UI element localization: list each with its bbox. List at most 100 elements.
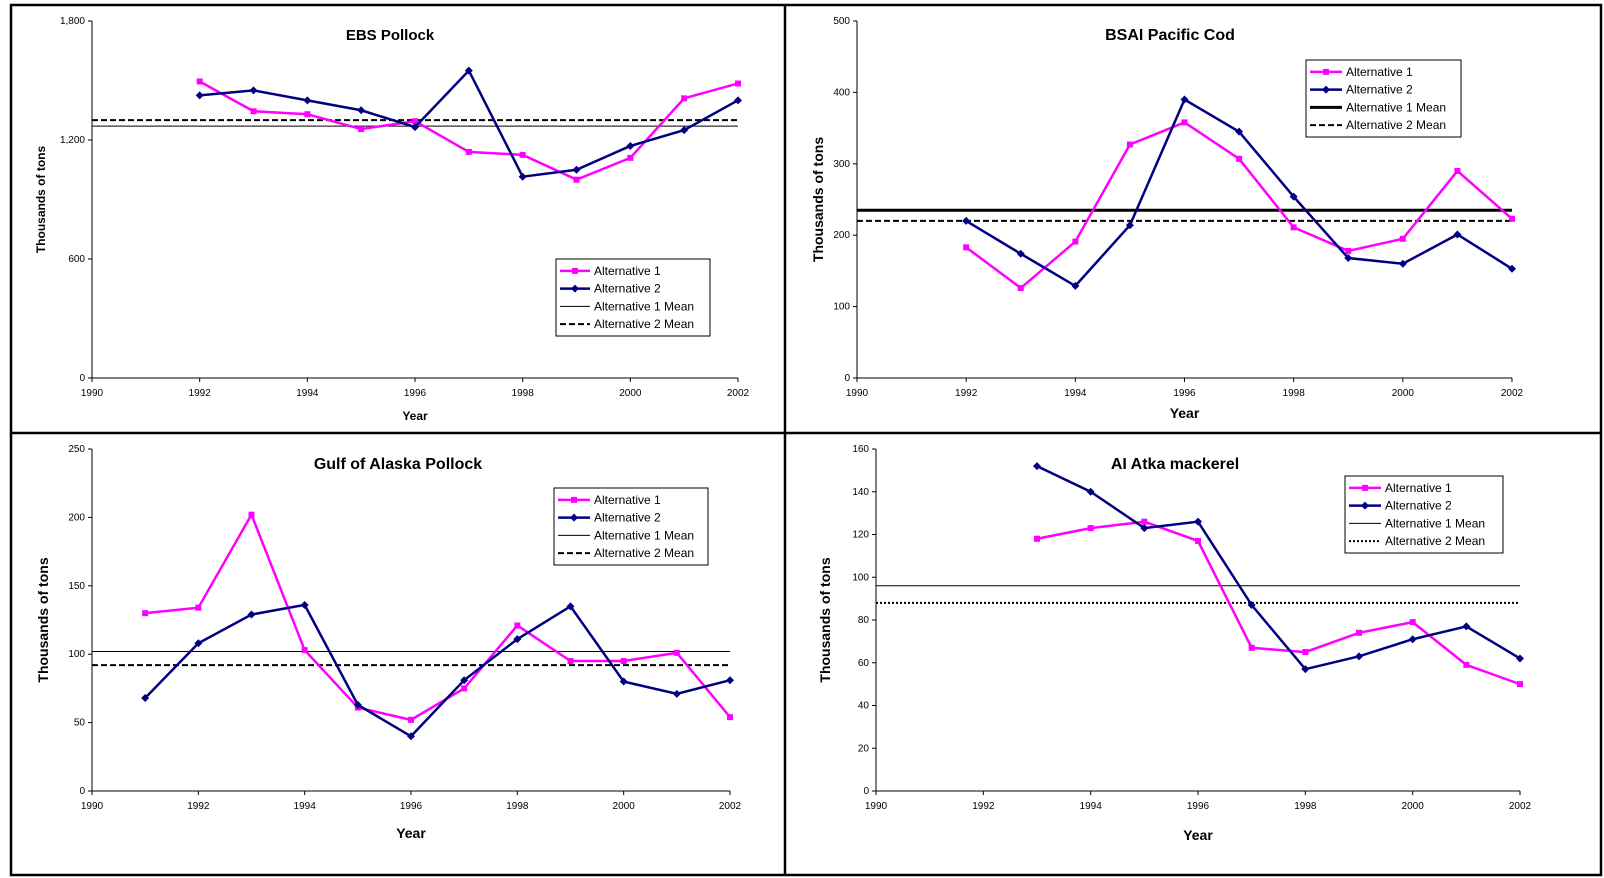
y-tick-label: 1,800	[60, 16, 85, 27]
y-tick-label: 60	[858, 658, 870, 669]
y-tick-label: 50	[74, 718, 86, 729]
y-tick-label: 0	[79, 373, 85, 384]
x-tick-label: 2002	[727, 388, 750, 399]
data-point	[301, 647, 308, 654]
data-point	[195, 91, 204, 100]
series-line	[1036, 464, 1521, 671]
data-point	[1087, 525, 1094, 532]
y-tick-label: 40	[858, 701, 870, 712]
data-point	[1408, 635, 1417, 644]
data-point	[358, 126, 365, 133]
legend-marker	[1322, 85, 1330, 94]
y-tick-label: 80	[858, 615, 870, 626]
data-point	[1126, 141, 1133, 148]
data-point	[619, 677, 628, 686]
legend-label: Alternative 2	[594, 282, 661, 296]
legend-marker	[1323, 68, 1329, 75]
series-alternative-1	[963, 119, 1515, 292]
y-tick-label: 160	[852, 444, 869, 455]
legend-marker	[1362, 484, 1368, 491]
legend: Alternative 1 Alternative 2 Alternative 1 …	[555, 258, 711, 337]
legend-label: Alternative 2 Mean	[594, 546, 694, 560]
x-tick-label: 2000	[1402, 801, 1425, 812]
data-point	[1180, 95, 1189, 104]
data-point	[1356, 629, 1362, 636]
data-point	[513, 635, 522, 644]
y-tick-label: 0	[79, 786, 85, 797]
x-tick-label: 1990	[81, 388, 104, 399]
x-tick-label: 1990	[81, 801, 104, 812]
data-point	[681, 95, 688, 102]
legend: Alternative 1 Alternative 2 Alternative 1 …	[1344, 475, 1504, 554]
y-tick-label: 120	[852, 530, 869, 541]
data-point	[1072, 238, 1079, 245]
legend-label: Alternative 2 Mean	[1385, 534, 1485, 548]
y-axis-label: Thousands of tons	[817, 557, 833, 682]
data-point	[1235, 127, 1244, 136]
data-point	[412, 118, 418, 125]
data-point	[573, 176, 580, 183]
data-point	[1302, 649, 1309, 656]
data-point	[1344, 254, 1353, 263]
data-point	[304, 111, 311, 118]
x-tick-label: 1994	[296, 388, 319, 399]
data-point	[518, 172, 527, 181]
series-alternative-1	[196, 78, 741, 183]
data-point	[1290, 224, 1297, 231]
x-tick-label: 2002	[1501, 388, 1524, 399]
chart-title: BSAI Pacific Cod	[1105, 27, 1235, 44]
x-tick-label: 2000	[619, 388, 642, 399]
data-point	[1140, 524, 1149, 533]
chart-title: AI Atka mackerel	[1111, 456, 1239, 473]
data-point	[727, 714, 733, 721]
series-line	[144, 603, 731, 738]
data-point	[1247, 601, 1256, 610]
y-tick-label: 500	[833, 16, 850, 27]
data-point	[300, 600, 309, 609]
data-point	[1194, 517, 1202, 526]
data-point	[1301, 665, 1310, 674]
data-point	[247, 610, 256, 619]
data-point	[407, 732, 415, 741]
data-point	[1409, 619, 1416, 626]
series-alternative-1	[1034, 518, 1523, 688]
series-line	[1036, 520, 1521, 686]
data-point	[726, 676, 734, 685]
data-point	[519, 151, 526, 158]
data-point	[963, 244, 970, 251]
data-point	[303, 96, 312, 105]
y-tick-label: 0	[863, 786, 869, 797]
data-point	[1399, 235, 1406, 242]
legend-label: Alternative 1 Mean	[1385, 516, 1485, 530]
y-axis-label: Thousands of tons	[34, 146, 48, 254]
chart-panel-2: 0 100 200 300 400 500 1990 1992 1994 1996 1998 2000…	[810, 16, 1524, 421]
data-point	[1086, 487, 1095, 496]
x-tick-label: 1992	[972, 801, 995, 812]
y-tick-label: 200	[68, 512, 85, 523]
x-tick-label: 2002	[719, 801, 742, 812]
series-alternative-2	[141, 600, 734, 741]
legend-label: Alternative 2	[594, 511, 661, 525]
data-point	[680, 126, 689, 135]
data-point	[461, 685, 468, 692]
series-line	[145, 511, 731, 722]
data-point	[620, 658, 627, 665]
data-point	[1508, 264, 1516, 273]
x-tick-label: 1992	[187, 801, 210, 812]
x-axis-label: Year	[1170, 405, 1200, 421]
data-point	[250, 108, 257, 115]
y-axis-label: Thousands of tons	[810, 137, 826, 262]
data-point	[1355, 652, 1363, 661]
legend-marker	[1361, 501, 1369, 510]
x-tick-label: 2000	[1392, 388, 1415, 399]
data-point	[1033, 462, 1041, 471]
x-axis-label: Year	[402, 409, 428, 423]
y-tick-label: 1,200	[60, 135, 85, 146]
y-axis-label: Thousands of tons	[35, 557, 51, 682]
data-point	[672, 689, 681, 698]
data-point	[1071, 281, 1080, 290]
y-tick-label: 100	[68, 649, 85, 660]
data-point	[1345, 247, 1352, 254]
x-tick-label: 1996	[1173, 388, 1196, 399]
